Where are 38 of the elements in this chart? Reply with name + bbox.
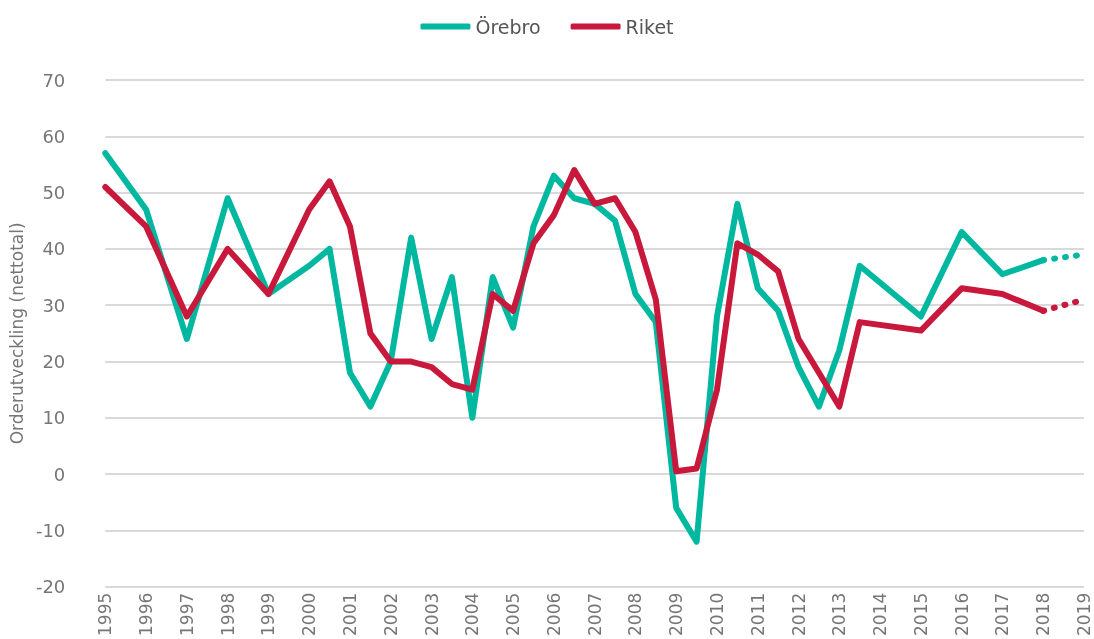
y-tick-label: -20 — [35, 576, 66, 598]
x-tick-label: 2019 — [1074, 592, 1094, 636]
y-tick-label: 20 — [42, 351, 66, 373]
x-tick-label: 2006 — [543, 592, 564, 636]
x-tick-label: 2007 — [584, 592, 605, 636]
y-tick-label: -10 — [35, 519, 66, 541]
x-tick-label: 2014 — [870, 592, 891, 636]
x-tick-label: 2000 — [299, 592, 320, 636]
y-tick-label: 70 — [42, 69, 66, 91]
legend-label: Riket — [625, 15, 674, 38]
x-tick-label: 2011 — [747, 592, 768, 636]
legend-label: Örebro — [475, 15, 541, 38]
x-tick-label: 2018 — [1033, 592, 1054, 636]
y-axis-title: Orderutveckling (nettotal) — [6, 222, 27, 445]
x-tick-label: 2016 — [951, 592, 972, 636]
y-tick-label: 50 — [42, 182, 66, 204]
x-tick-label: 2010 — [706, 592, 727, 636]
x-tick-label: 2005 — [503, 592, 524, 636]
x-tick-label: 1996 — [136, 592, 157, 636]
x-tick-label: 2001 — [339, 592, 360, 636]
x-tick-label: 2017 — [992, 592, 1013, 636]
x-tick-label: 1997 — [176, 592, 197, 636]
y-tick-label: 40 — [42, 238, 66, 260]
x-tick-label: 2008 — [625, 592, 646, 636]
x-tick-label: 2013 — [829, 592, 850, 636]
x-tick-label: 1998 — [217, 592, 238, 636]
x-tick-label: 1999 — [258, 592, 279, 636]
y-tick-label: 10 — [42, 407, 66, 429]
x-tick-label: 2015 — [910, 592, 931, 636]
x-tick-label: 2003 — [421, 592, 442, 636]
y-tick-label: 60 — [42, 125, 66, 147]
x-tick-label: 2004 — [462, 592, 483, 636]
x-tick-label: 1995 — [95, 592, 116, 636]
y-tick-label: 0 — [53, 463, 66, 485]
y-tick-label: 30 — [42, 294, 66, 316]
x-tick-label: 2009 — [666, 592, 687, 636]
x-tick-label: 2012 — [788, 592, 809, 636]
x-tick-label: 2002 — [380, 592, 401, 636]
